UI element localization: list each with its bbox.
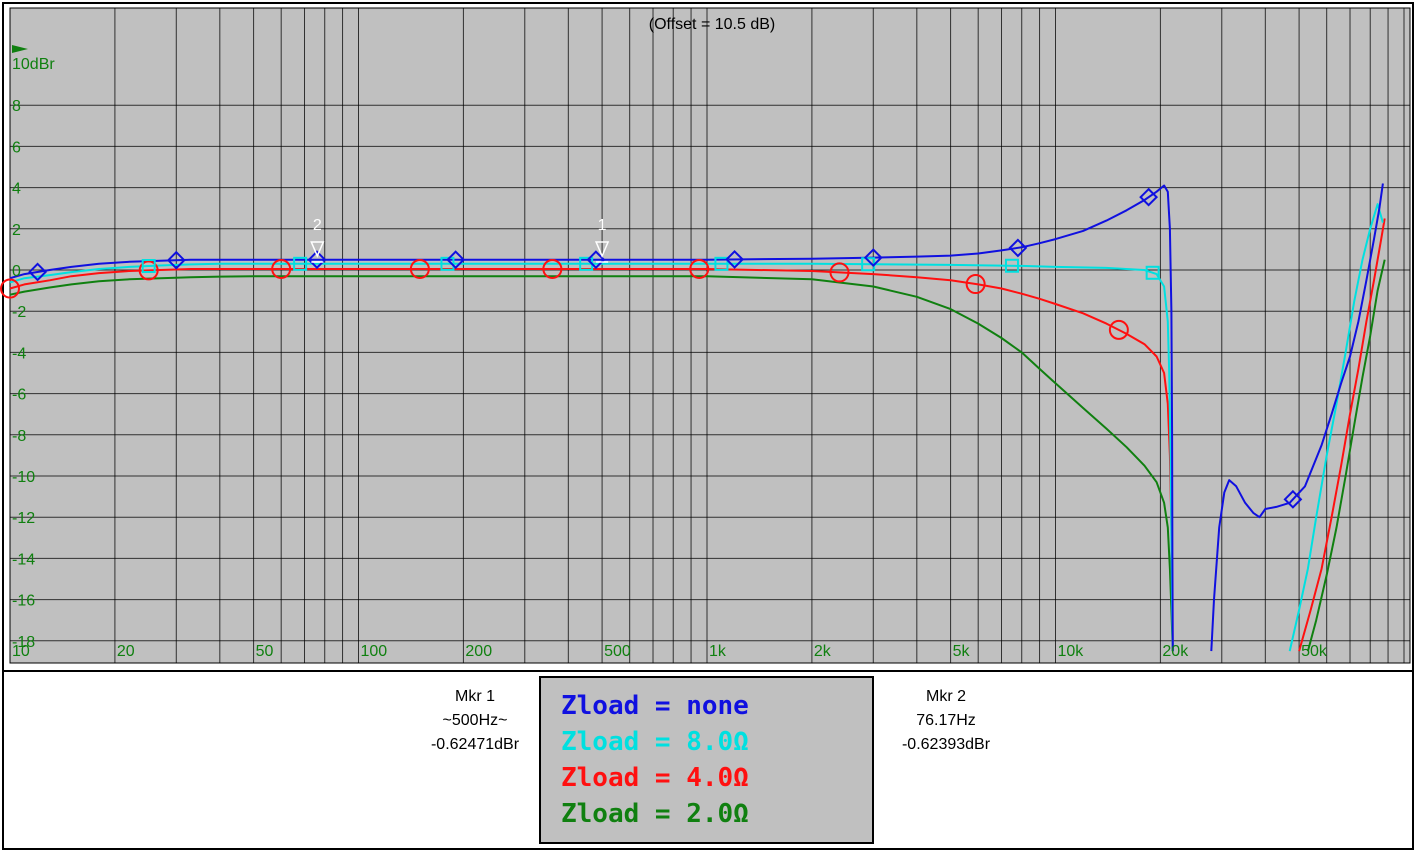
series-symbol (307, 250, 327, 270)
x-tick-label: 5k (953, 643, 971, 660)
legend-entry-4ohm: Zload = 4.0Ω (561, 763, 749, 793)
legend: Zload = none Zload = 8.0Ω Zload = 4.0Ω Z… (539, 676, 874, 844)
marker-2-level: -0.62393dBr (901, 736, 991, 753)
x-tick-label: 200 (465, 643, 492, 660)
series-symbol (1008, 238, 1028, 258)
marker-cursors: 12 (310, 217, 610, 263)
series-symbol (141, 259, 156, 274)
series-symbol (446, 250, 466, 270)
series-symbol (440, 256, 455, 271)
series-symbol (829, 262, 850, 283)
series-symbol (965, 274, 986, 295)
marker-cursor-label: 1 (598, 217, 607, 234)
y-tick-label: 6 (12, 139, 21, 156)
series-symbol (138, 260, 159, 281)
series-symbol (863, 248, 883, 268)
y-tick-label: -18 (12, 634, 35, 651)
x-tick-label: 500 (604, 643, 631, 660)
marker-2-title: Mkr 2 (926, 688, 966, 705)
series-symbol (689, 258, 710, 279)
marker-1-readout: Mkr 1 ~500Hz~ -0.62471dBr (395, 685, 555, 757)
series-line-zload-4-0- (9, 268, 1174, 652)
series-symbol (0, 278, 20, 299)
marker-2-readout: Mkr 2 76.17Hz -0.62393dBr (866, 685, 1026, 757)
series-symbol (1004, 258, 1019, 273)
x-tick-label: 50k (1301, 643, 1328, 660)
x-tick-label: 50 (256, 643, 274, 660)
series-symbol (586, 250, 606, 270)
y-axis-arrow (12, 45, 28, 53)
marker-1-frequency: ~500Hz~ (442, 712, 508, 729)
series-symbol (28, 262, 48, 282)
y-tick-label: 2 (12, 222, 21, 239)
legend-entry-8ohm: Zload = 8.0Ω (561, 727, 749, 757)
y-tick-label: -8 (12, 428, 26, 445)
series-symbol (166, 250, 186, 270)
series-symbol (1108, 319, 1129, 340)
series-symbol (271, 258, 292, 279)
marker-1-title: Mkr 1 (455, 688, 495, 705)
y-tick-label: -12 (12, 510, 35, 527)
series-symbol (714, 256, 729, 271)
x-tick-label: 2k (814, 643, 832, 660)
marker-cursor-triangle (310, 241, 325, 258)
y-tick-label: -6 (12, 387, 26, 404)
x-tick-label: 20k (1162, 643, 1189, 660)
series-line-zload-none-hf (1210, 183, 1384, 652)
series-symbol (1145, 265, 1160, 280)
series-symbol (409, 258, 430, 279)
x-tick-label: 100 (361, 643, 388, 660)
y-tick-label: -10 (12, 469, 35, 486)
y-tick-label: -16 (12, 593, 35, 610)
grid-lines (10, 8, 1410, 663)
y-tick-label: 0 (12, 263, 21, 280)
series-symbol (542, 258, 563, 279)
y-tick-label: 4 (12, 181, 21, 198)
y-tick-label: -4 (12, 345, 26, 362)
marker-2-frequency: 76.17Hz (916, 712, 976, 729)
series-symbols (0, 187, 1303, 509)
marker-cursor-triangle (594, 241, 610, 258)
series-symbol (293, 256, 308, 271)
series-line-zload-2-0--hf (1306, 259, 1386, 652)
marker-1-level: -0.62471dBr (430, 736, 520, 753)
series-line-zload-8-0--hf (1288, 203, 1384, 652)
series-line-zload-4-0--hf (1298, 218, 1386, 652)
y-tick-label: -2 (12, 304, 26, 321)
x-tick-label: 10 (12, 643, 30, 660)
series-symbol (725, 250, 745, 269)
legend-entry-none: Zload = none (561, 691, 749, 721)
series-symbol (1283, 489, 1303, 509)
legend-entry-2ohm: Zload = 2.0Ω (561, 799, 749, 829)
marker-cursor-label: 2 (313, 217, 322, 234)
y-tick-label: 8 (12, 98, 21, 115)
x-tick-label: 10k (1058, 643, 1085, 660)
plot-area (9, 7, 1411, 664)
y-tick-label: -14 (12, 551, 35, 568)
y-unit-label: 10dBr (12, 56, 55, 73)
x-tick-label: 1k (709, 643, 727, 660)
series-symbol (1139, 187, 1159, 207)
offset-label: (Offset = 10.5 dB) (649, 16, 775, 33)
x-tick-label: 20 (117, 643, 135, 660)
